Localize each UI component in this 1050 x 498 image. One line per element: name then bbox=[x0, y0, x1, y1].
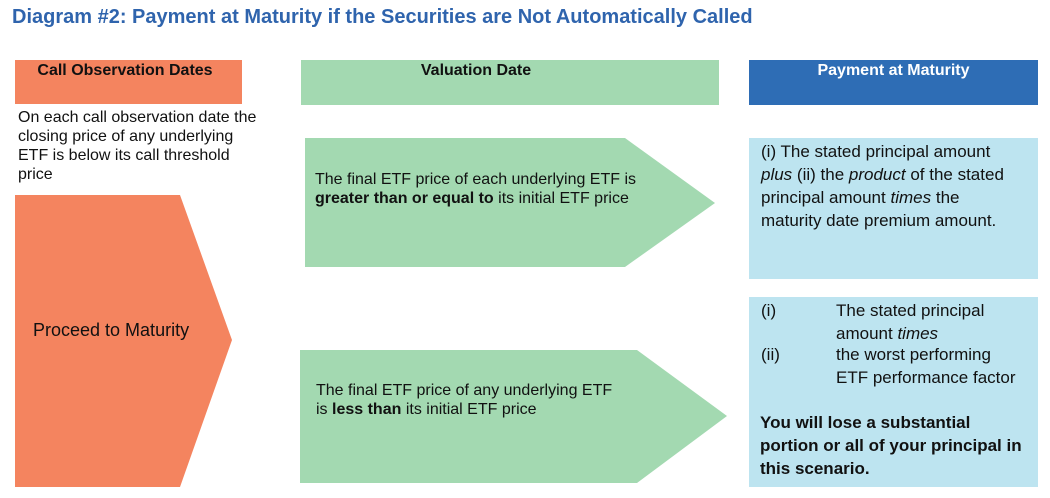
text: The final ETF price of any underlying ET… bbox=[316, 382, 613, 418]
payment: (i) The stated principal amount plus (ii… bbox=[761, 140, 1006, 232]
payment-marker: (ii) bbox=[761, 345, 780, 364]
text: plus bbox=[761, 165, 793, 184]
title: Diagram #2: Payment at Maturity if the S… bbox=[12, 6, 753, 28]
payment-box bbox=[749, 138, 1038, 279]
header-box bbox=[15, 60, 242, 104]
text: its initial ETF price bbox=[498, 190, 629, 207]
text: of the stated principal amount bbox=[761, 165, 1004, 207]
text: times bbox=[890, 188, 932, 207]
column-header: Payment at Maturity bbox=[817, 62, 970, 79]
arrow bbox=[305, 138, 715, 267]
text: (ii) the bbox=[796, 165, 845, 184]
text: times bbox=[897, 324, 939, 343]
payment-item: the worst performing ETF performance fac… bbox=[836, 345, 1016, 387]
text: (i) The stated principal amount bbox=[761, 142, 991, 161]
payment-marker: (i) bbox=[761, 301, 777, 320]
text: the maturity date premium amount. bbox=[761, 188, 997, 230]
payment-box bbox=[749, 297, 1038, 487]
text: less than bbox=[332, 401, 402, 418]
text: The stated principal amount bbox=[836, 301, 985, 343]
text: greater than or equal to bbox=[315, 190, 494, 207]
chevron bbox=[15, 195, 232, 487]
action: Proceed to Maturity bbox=[33, 320, 190, 340]
warning: You will lose a substantial portion or a… bbox=[760, 413, 1022, 478]
header-box bbox=[301, 60, 719, 105]
payment-item: The stated principal amount times bbox=[836, 299, 1021, 345]
text: product bbox=[848, 165, 906, 184]
text: The final ETF price of each underlying E… bbox=[315, 171, 637, 188]
text: its initial ETF price bbox=[405, 401, 537, 418]
description: On each call observation date the closin… bbox=[18, 109, 257, 183]
condition: The final ETF price of each underlying E… bbox=[315, 170, 645, 208]
column-header: Valuation Date bbox=[420, 62, 532, 79]
column-header: Call Observation Dates bbox=[37, 62, 213, 79]
header-box bbox=[749, 60, 1038, 105]
condition: The final ETF price of any underlying ET… bbox=[316, 381, 616, 419]
arrow bbox=[300, 350, 727, 483]
